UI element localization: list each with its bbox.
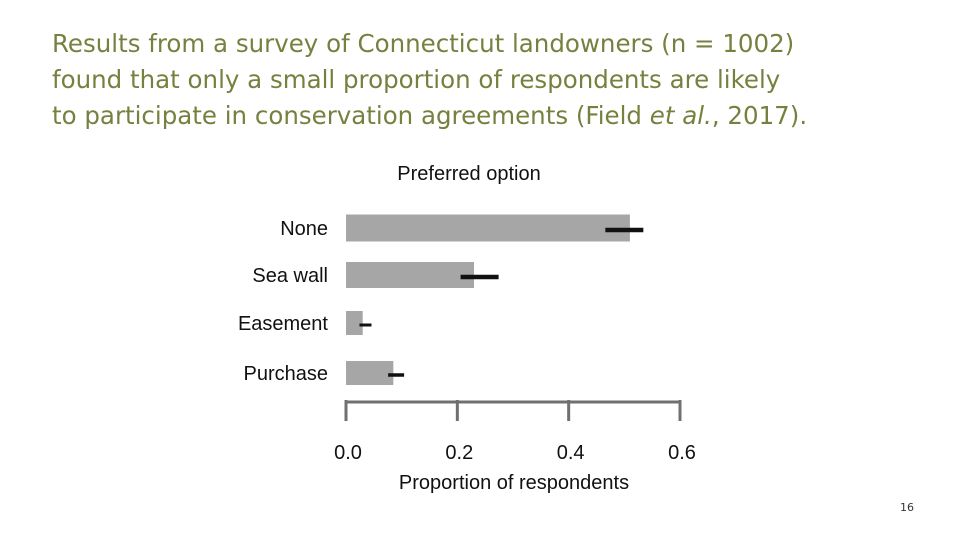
category-label: None xyxy=(280,218,328,240)
x-tick-label: 0.4 xyxy=(557,442,585,464)
category-labels-group: None Sea wall Easement Purchase xyxy=(238,218,328,385)
slide-title-line-3: to participate in conservation agreement… xyxy=(52,101,808,130)
x-tick-label: 0.2 xyxy=(445,442,473,464)
x-axis: 0.0 0.2 0.4 0.6 xyxy=(334,400,696,464)
bar-none xyxy=(346,214,630,242)
category-label: Sea wall xyxy=(252,265,328,287)
markers-group xyxy=(359,227,644,377)
chart-title: Preferred option xyxy=(397,163,540,185)
category-label: Purchase xyxy=(244,363,329,385)
bar-purchase xyxy=(346,361,394,385)
slide-title-line-1: Results from a survey of Connecticut lan… xyxy=(52,29,795,58)
x-tick-label: 0.0 xyxy=(334,442,362,464)
bar-sea-wall xyxy=(346,262,475,288)
citation-et-al: et al. xyxy=(649,101,712,130)
x-tick-label: 0.6 xyxy=(668,442,696,464)
slide-title-line-2: found that only a small proportion of re… xyxy=(52,65,781,94)
slide-title: Results from a survey of Connecticut lan… xyxy=(52,26,912,134)
category-label: Easement xyxy=(238,313,328,335)
bar-easement xyxy=(346,311,363,335)
page-number: 16 xyxy=(900,501,914,514)
bars-group xyxy=(346,214,630,385)
x-axis-label: Proportion of respondents xyxy=(399,472,629,494)
